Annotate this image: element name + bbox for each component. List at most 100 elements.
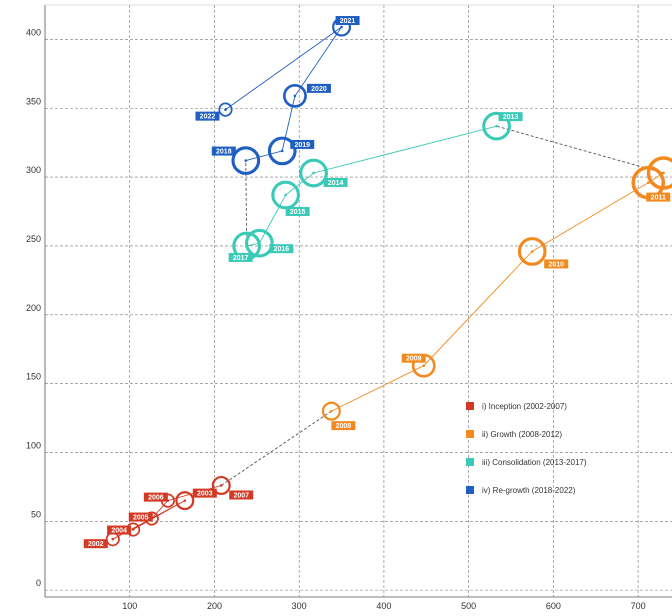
year-label-2003: 2003 <box>197 491 213 498</box>
marker-2019 <box>267 136 297 166</box>
year-label-box-2016 <box>269 244 294 254</box>
legend-label-4: iv) Re-growth (2018-2022) <box>482 486 576 495</box>
y-tick-label-0: 0 <box>36 578 41 588</box>
marker-dot-2008 <box>330 409 333 413</box>
y-tick-label-300: 300 <box>26 165 41 175</box>
marker-dot-2020 <box>293 94 297 98</box>
year-label-2020: 2020 <box>311 86 327 93</box>
year-label-box-2003 <box>192 488 217 498</box>
year-label-box-2010 <box>544 259 569 269</box>
marker-2010 <box>517 237 547 266</box>
year-label-box-2004 <box>107 525 132 535</box>
year-label-box-2017 <box>228 252 253 262</box>
transition-2007-2008 <box>220 410 332 486</box>
year-label-box-2009 <box>401 353 426 363</box>
year-label-box-2020 <box>306 83 331 93</box>
legend-swatch-3 <box>466 458 474 466</box>
year-label-box-2015 <box>285 206 310 216</box>
year-label-2002: 2002 <box>88 541 104 548</box>
marker-2022 <box>218 102 233 117</box>
year-label-box-2022 <box>195 111 220 121</box>
marker-dot-2017 <box>245 244 248 248</box>
legend-swatch-4 <box>466 486 474 494</box>
axes: 100 200 300 400 500 600 700 0 50 100 150 200 250 300 3… <box>26 4 672 611</box>
marker-2007 <box>211 475 231 495</box>
legend-label-1: i) Inception (2002-2007) <box>482 402 567 411</box>
marker-dot-2010 <box>530 250 534 253</box>
y-tick-label-250: 250 <box>26 234 41 244</box>
year-label-box-2014 <box>323 177 348 187</box>
year-label-2013: 2013 <box>503 114 519 121</box>
year-label-2017: 2017 <box>233 255 249 262</box>
year-label-2009: 2009 <box>406 356 422 363</box>
year-label-box-2019 <box>290 139 315 149</box>
y-tick-label-50: 50 <box>31 509 41 519</box>
year-label-2006: 2006 <box>148 495 164 502</box>
marker-dot-2009 <box>422 364 426 368</box>
year-label-2004: 2004 <box>111 528 127 535</box>
legend-label-2: ii) Growth (2008-2012) <box>482 430 562 439</box>
gridlines <box>45 5 672 597</box>
marker-dot-2003 <box>183 499 187 502</box>
marker-dot-2012 <box>662 171 665 175</box>
marker-dot-2014 <box>312 171 315 175</box>
marker-dot-2021 <box>340 25 343 29</box>
year-label-2015: 2015 <box>290 209 306 216</box>
x-tick-label-200: 200 <box>207 601 222 611</box>
year-label-2014: 2014 <box>328 180 344 187</box>
year-label-box-2006 <box>143 492 168 502</box>
year-label-box-2018 <box>211 146 236 156</box>
year-label-2018: 2018 <box>216 149 232 156</box>
year-label-2010: 2010 <box>548 261 564 268</box>
marker-2013 <box>482 111 511 141</box>
year-label-box-2013 <box>498 112 523 122</box>
marker-dot-2011 <box>646 181 650 184</box>
series-line-2 <box>331 172 664 412</box>
x-tick-label-300: 300 <box>292 601 307 611</box>
year-label-2011: 2011 <box>651 195 666 202</box>
x-tick-label-500: 500 <box>461 601 476 611</box>
marker-dot-2002 <box>111 537 115 541</box>
legend-label-3: iii) Consolidation (2013-2017) <box>482 458 587 467</box>
data-labels: 2002 2003 2004 2005 2006 2007 2008 2009 2010 2011… <box>83 16 671 549</box>
transition-2012-2013 <box>496 125 664 174</box>
data-marks <box>105 17 672 547</box>
marker-2016 <box>245 228 274 258</box>
marker-dot-2019 <box>280 149 284 153</box>
x-tick-label-400: 400 <box>376 601 391 611</box>
year-label-box-2008 <box>331 421 356 431</box>
marker-dot-2004 <box>131 528 135 531</box>
marker-dot-2013 <box>495 124 498 128</box>
year-label-box-2011 <box>646 192 671 202</box>
year-label-2007: 2007 <box>233 492 249 499</box>
year-label-box-2002 <box>83 539 108 549</box>
y-tick-label-350: 350 <box>26 96 41 106</box>
marker-2020 <box>283 83 307 108</box>
marker-dot-2022 <box>224 108 227 111</box>
y-tick-label-150: 150 <box>26 372 41 382</box>
marker-2012 <box>646 156 672 190</box>
legend-swatch-1 <box>466 402 474 410</box>
year-label-2022: 2022 <box>200 114 216 121</box>
marker-2008 <box>321 401 341 421</box>
x-tick-label-100: 100 <box>122 601 137 611</box>
year-label-2019: 2019 <box>294 142 310 149</box>
y-tick-label-400: 400 <box>26 27 41 37</box>
x-tick-label-700: 700 <box>631 601 646 611</box>
y-tick-label-100: 100 <box>26 440 41 450</box>
marker-2018 <box>231 146 261 175</box>
marker-dot-2015 <box>284 193 287 197</box>
marker-2014 <box>299 158 328 188</box>
legend: i) Inception (2002-2007) ii) Growth (2008… <box>466 402 587 495</box>
year-label-2016: 2016 <box>274 246 290 253</box>
year-label-2008: 2008 <box>336 423 352 430</box>
year-label-box-2021 <box>335 16 360 26</box>
year-label-2021: 2021 <box>340 18 356 25</box>
year-label-box-2005 <box>128 512 153 522</box>
legend-swatch-2 <box>466 430 474 438</box>
marker-dot-2018 <box>244 159 248 162</box>
year-label-box-2007 <box>229 490 254 500</box>
year-label-2005: 2005 <box>133 515 149 522</box>
